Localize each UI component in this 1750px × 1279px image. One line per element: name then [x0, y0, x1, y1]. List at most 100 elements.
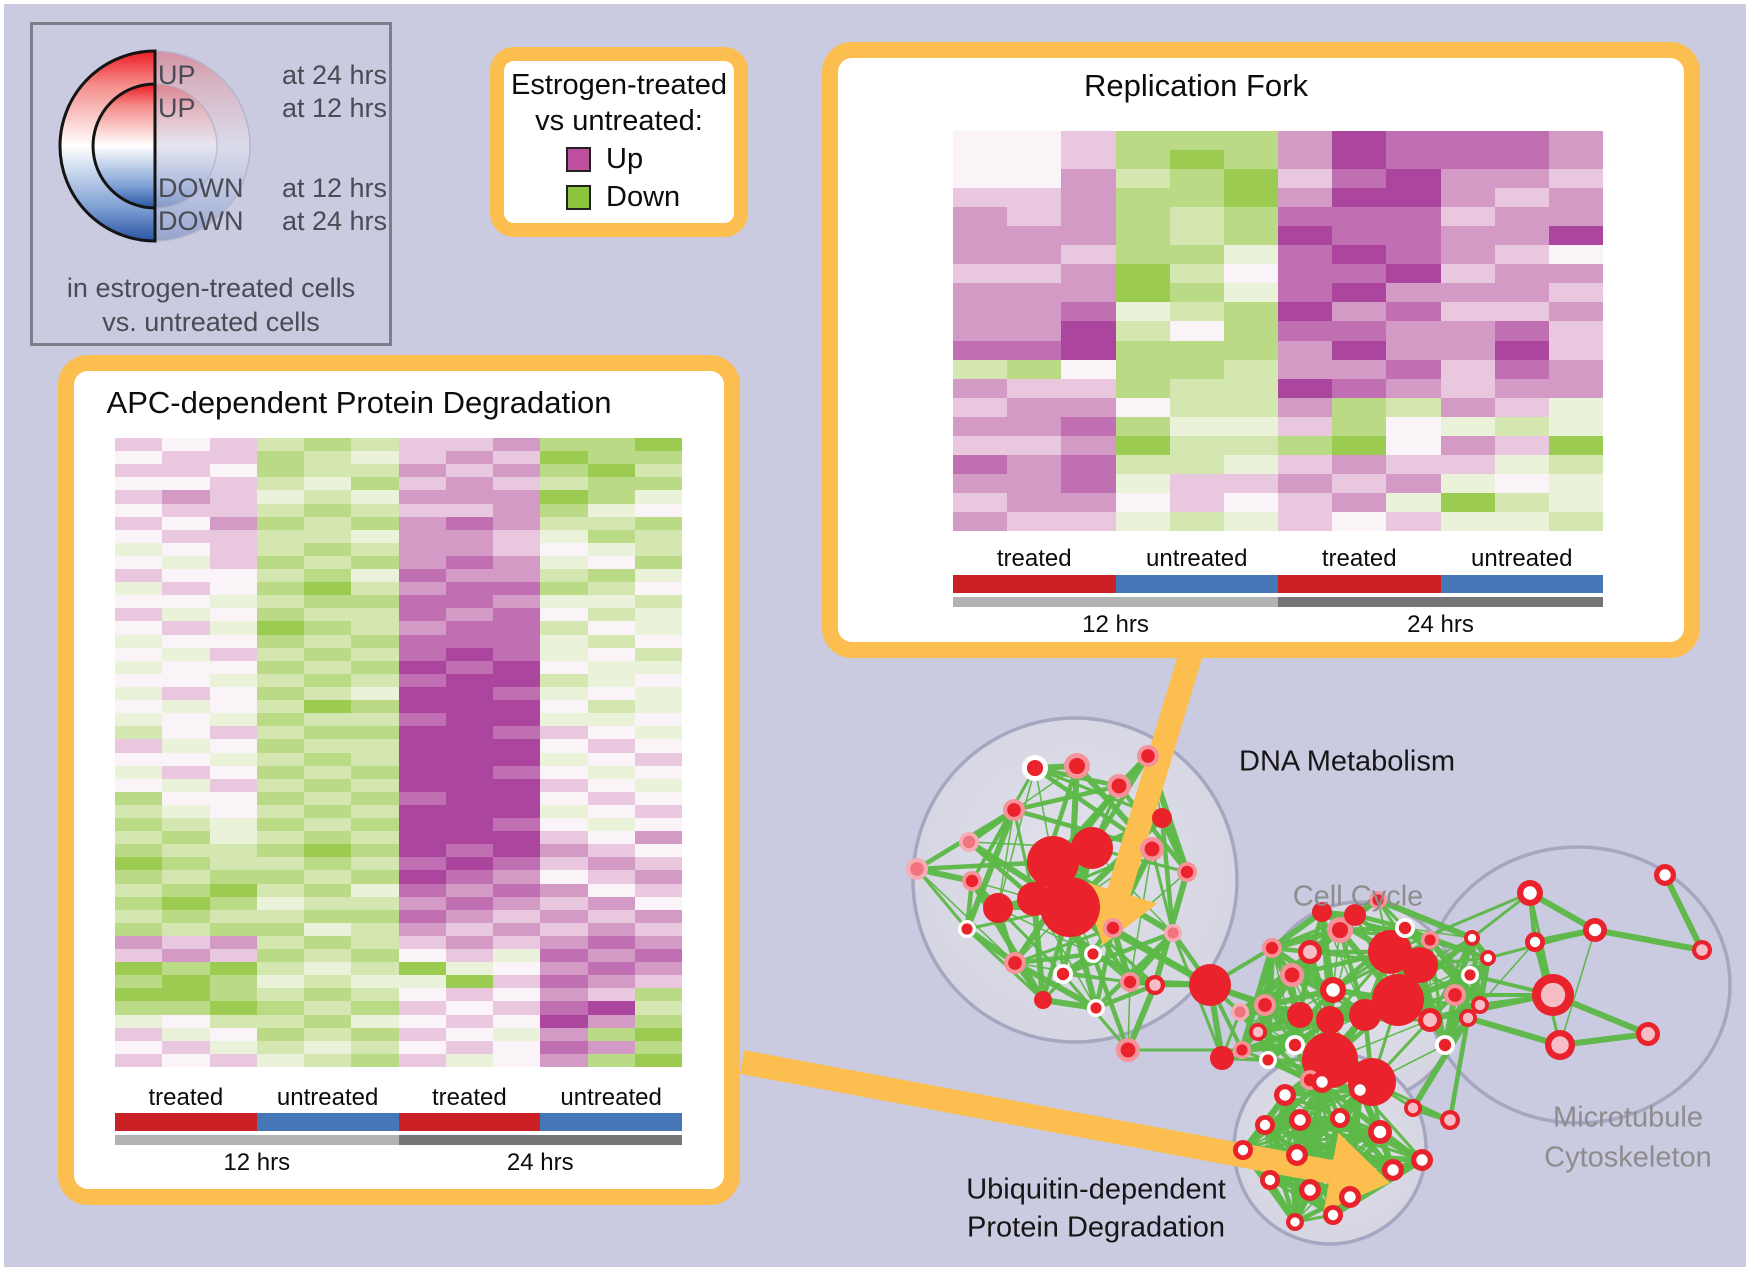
heatmap-cell [1494, 435, 1549, 455]
heatmap-cell [634, 621, 682, 635]
heatmap-cell [1223, 416, 1278, 436]
heatmap-cell [398, 621, 446, 635]
heatmap-cell [540, 569, 588, 583]
heatmap-cell [1223, 245, 1278, 265]
heatmap-cell [115, 935, 163, 950]
heatmap-cell [304, 608, 352, 622]
heatmap-cell [1548, 169, 1603, 189]
heatmap-cell [1169, 131, 1224, 151]
heatmap-cell [540, 438, 588, 452]
network-node-core [1474, 999, 1486, 1011]
heatmap-cell [1548, 416, 1603, 436]
heatmap-cell [1386, 492, 1441, 512]
heatmap-cell [634, 608, 682, 622]
network-edge [997, 767, 1036, 909]
heatmap-cell [1115, 207, 1170, 227]
network-node-core [1316, 1076, 1328, 1088]
heatmap-cell [1494, 302, 1549, 322]
heatmap-cell [1115, 473, 1170, 493]
heatmap-cell [162, 595, 210, 609]
heatmap-cell [540, 726, 588, 740]
heatmap-cell [304, 621, 352, 635]
heatmap-cell [1440, 454, 1495, 474]
heatmap-cell [162, 713, 210, 727]
heatmap-cell [162, 896, 210, 910]
heatmap-cell [398, 818, 446, 832]
network-node-core [1234, 1006, 1246, 1018]
heatmap-cell [1278, 169, 1333, 189]
heatmap-cell [351, 909, 399, 923]
heatmap-cell [540, 490, 588, 504]
heatmap-cell [1115, 359, 1170, 379]
heatmap-cell [162, 451, 210, 465]
updown-legend-title: Estrogen-treated vs untreated: [504, 67, 734, 139]
heatmap-cell [115, 595, 163, 609]
heatmap-cell [1440, 416, 1495, 436]
heatmap-cell [162, 1053, 210, 1067]
heatmap-cell [1548, 378, 1603, 398]
heatmap-cell [304, 791, 352, 805]
heatmap-cell [634, 804, 682, 819]
heatmap-cell [256, 752, 304, 766]
heatmap-cell [1440, 283, 1495, 303]
axis-label: untreated [1146, 545, 1248, 572]
condition-bar-segment [115, 1135, 399, 1145]
heatmap-cell [256, 477, 304, 491]
heatmap-cell [304, 464, 352, 478]
heatmap-cell [351, 739, 399, 753]
heatmap-cell [115, 438, 163, 452]
heatmap-cell [162, 529, 210, 543]
network-node-core [1056, 967, 1070, 981]
heatmap-cell [304, 949, 352, 963]
heatmap-cell [445, 831, 493, 845]
heatmap-cell [115, 870, 163, 884]
heatmap-cell [1007, 188, 1062, 208]
heatmap-cell [1007, 340, 1062, 360]
heatmap-cell [1440, 492, 1495, 512]
heatmap-cell [445, 608, 493, 622]
heatmap-cell [256, 988, 304, 1002]
heatmap-cell [256, 831, 304, 845]
heatmap-cell [256, 791, 304, 805]
network-node [1210, 1046, 1234, 1070]
heatmap-cell [1386, 188, 1441, 208]
heatmap-cell [115, 883, 163, 897]
heatmap-cell [351, 883, 399, 897]
arrow-apc-to-ubiquitin-head [1323, 1132, 1390, 1212]
heatmap-cell [398, 1014, 446, 1028]
heatmap-cell [1223, 188, 1278, 208]
heatmap-cell [162, 870, 210, 884]
ring-legend-dir-down12: DOWN [158, 173, 244, 203]
heatmap-cell [162, 739, 210, 753]
heatmap-cell [162, 975, 210, 989]
heatmap-cell [115, 621, 163, 635]
heatmap-cell [209, 804, 257, 819]
condition-bar-segment [1278, 597, 1603, 607]
heatmap-cell [540, 516, 588, 530]
network-node-core [1290, 1217, 1300, 1227]
heatmap-cell [1007, 378, 1062, 398]
heatmap-cell [209, 569, 257, 583]
heatmap-cell [1440, 131, 1495, 151]
heatmap-cell [540, 831, 588, 845]
heatmap-cell [1494, 359, 1549, 379]
heatmap-cell [351, 1040, 399, 1054]
heatmap-cell [540, 1001, 588, 1015]
heatmap-cell [398, 647, 446, 661]
heatmap-cell [540, 464, 588, 478]
heatmap-cell [1440, 397, 1495, 417]
heatmap-cell [1169, 397, 1224, 417]
heatmap-cell [445, 922, 493, 936]
heatmap-cell [1061, 416, 1116, 436]
heatmap-cell [115, 713, 163, 727]
heatmap-cell [445, 595, 493, 609]
heatmap-cell [209, 883, 257, 897]
heatmap-cell [1169, 302, 1224, 322]
heatmap-cell [634, 686, 682, 701]
heatmap-cell [1440, 245, 1495, 265]
heatmap-cell [1332, 454, 1387, 474]
heatmap-cell [540, 778, 588, 792]
heatmap-cell [634, 1001, 682, 1015]
heatmap-cell [162, 922, 210, 936]
heatmap-cell [493, 962, 541, 976]
